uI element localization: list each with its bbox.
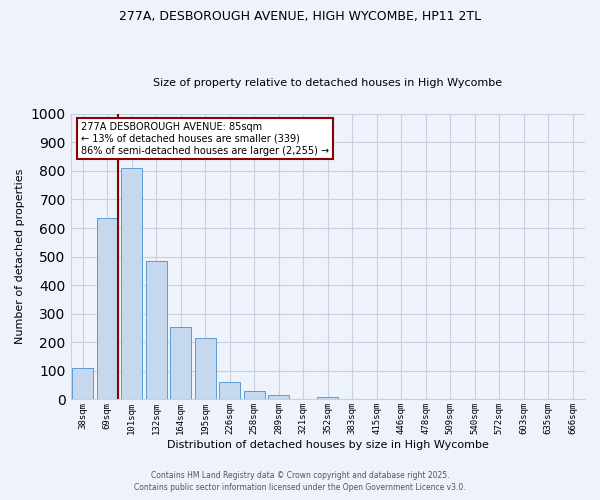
Title: Size of property relative to detached houses in High Wycombe: Size of property relative to detached ho… [153,78,502,88]
Bar [244,392,265,400]
Bar [195,338,215,400]
Bar [170,326,191,400]
Text: 277A DESBOROUGH AVENUE: 85sqm
← 13% of detached houses are smaller (339)
86% of : 277A DESBOROUGH AVENUE: 85sqm ← 13% of d… [81,122,329,156]
Text: Contains HM Land Registry data © Crown copyright and database right 2025.
Contai: Contains HM Land Registry data © Crown c… [134,471,466,492]
Bar [97,218,118,400]
Bar [121,168,142,400]
Y-axis label: Number of detached properties: Number of detached properties [15,169,25,344]
Text: 277A, DESBOROUGH AVENUE, HIGH WYCOMBE, HP11 2TL: 277A, DESBOROUGH AVENUE, HIGH WYCOMBE, H… [119,10,481,23]
Bar [220,382,240,400]
Bar [268,395,289,400]
X-axis label: Distribution of detached houses by size in High Wycombe: Distribution of detached houses by size … [167,440,489,450]
Bar [146,261,167,400]
Bar [317,397,338,400]
Bar [73,368,93,400]
